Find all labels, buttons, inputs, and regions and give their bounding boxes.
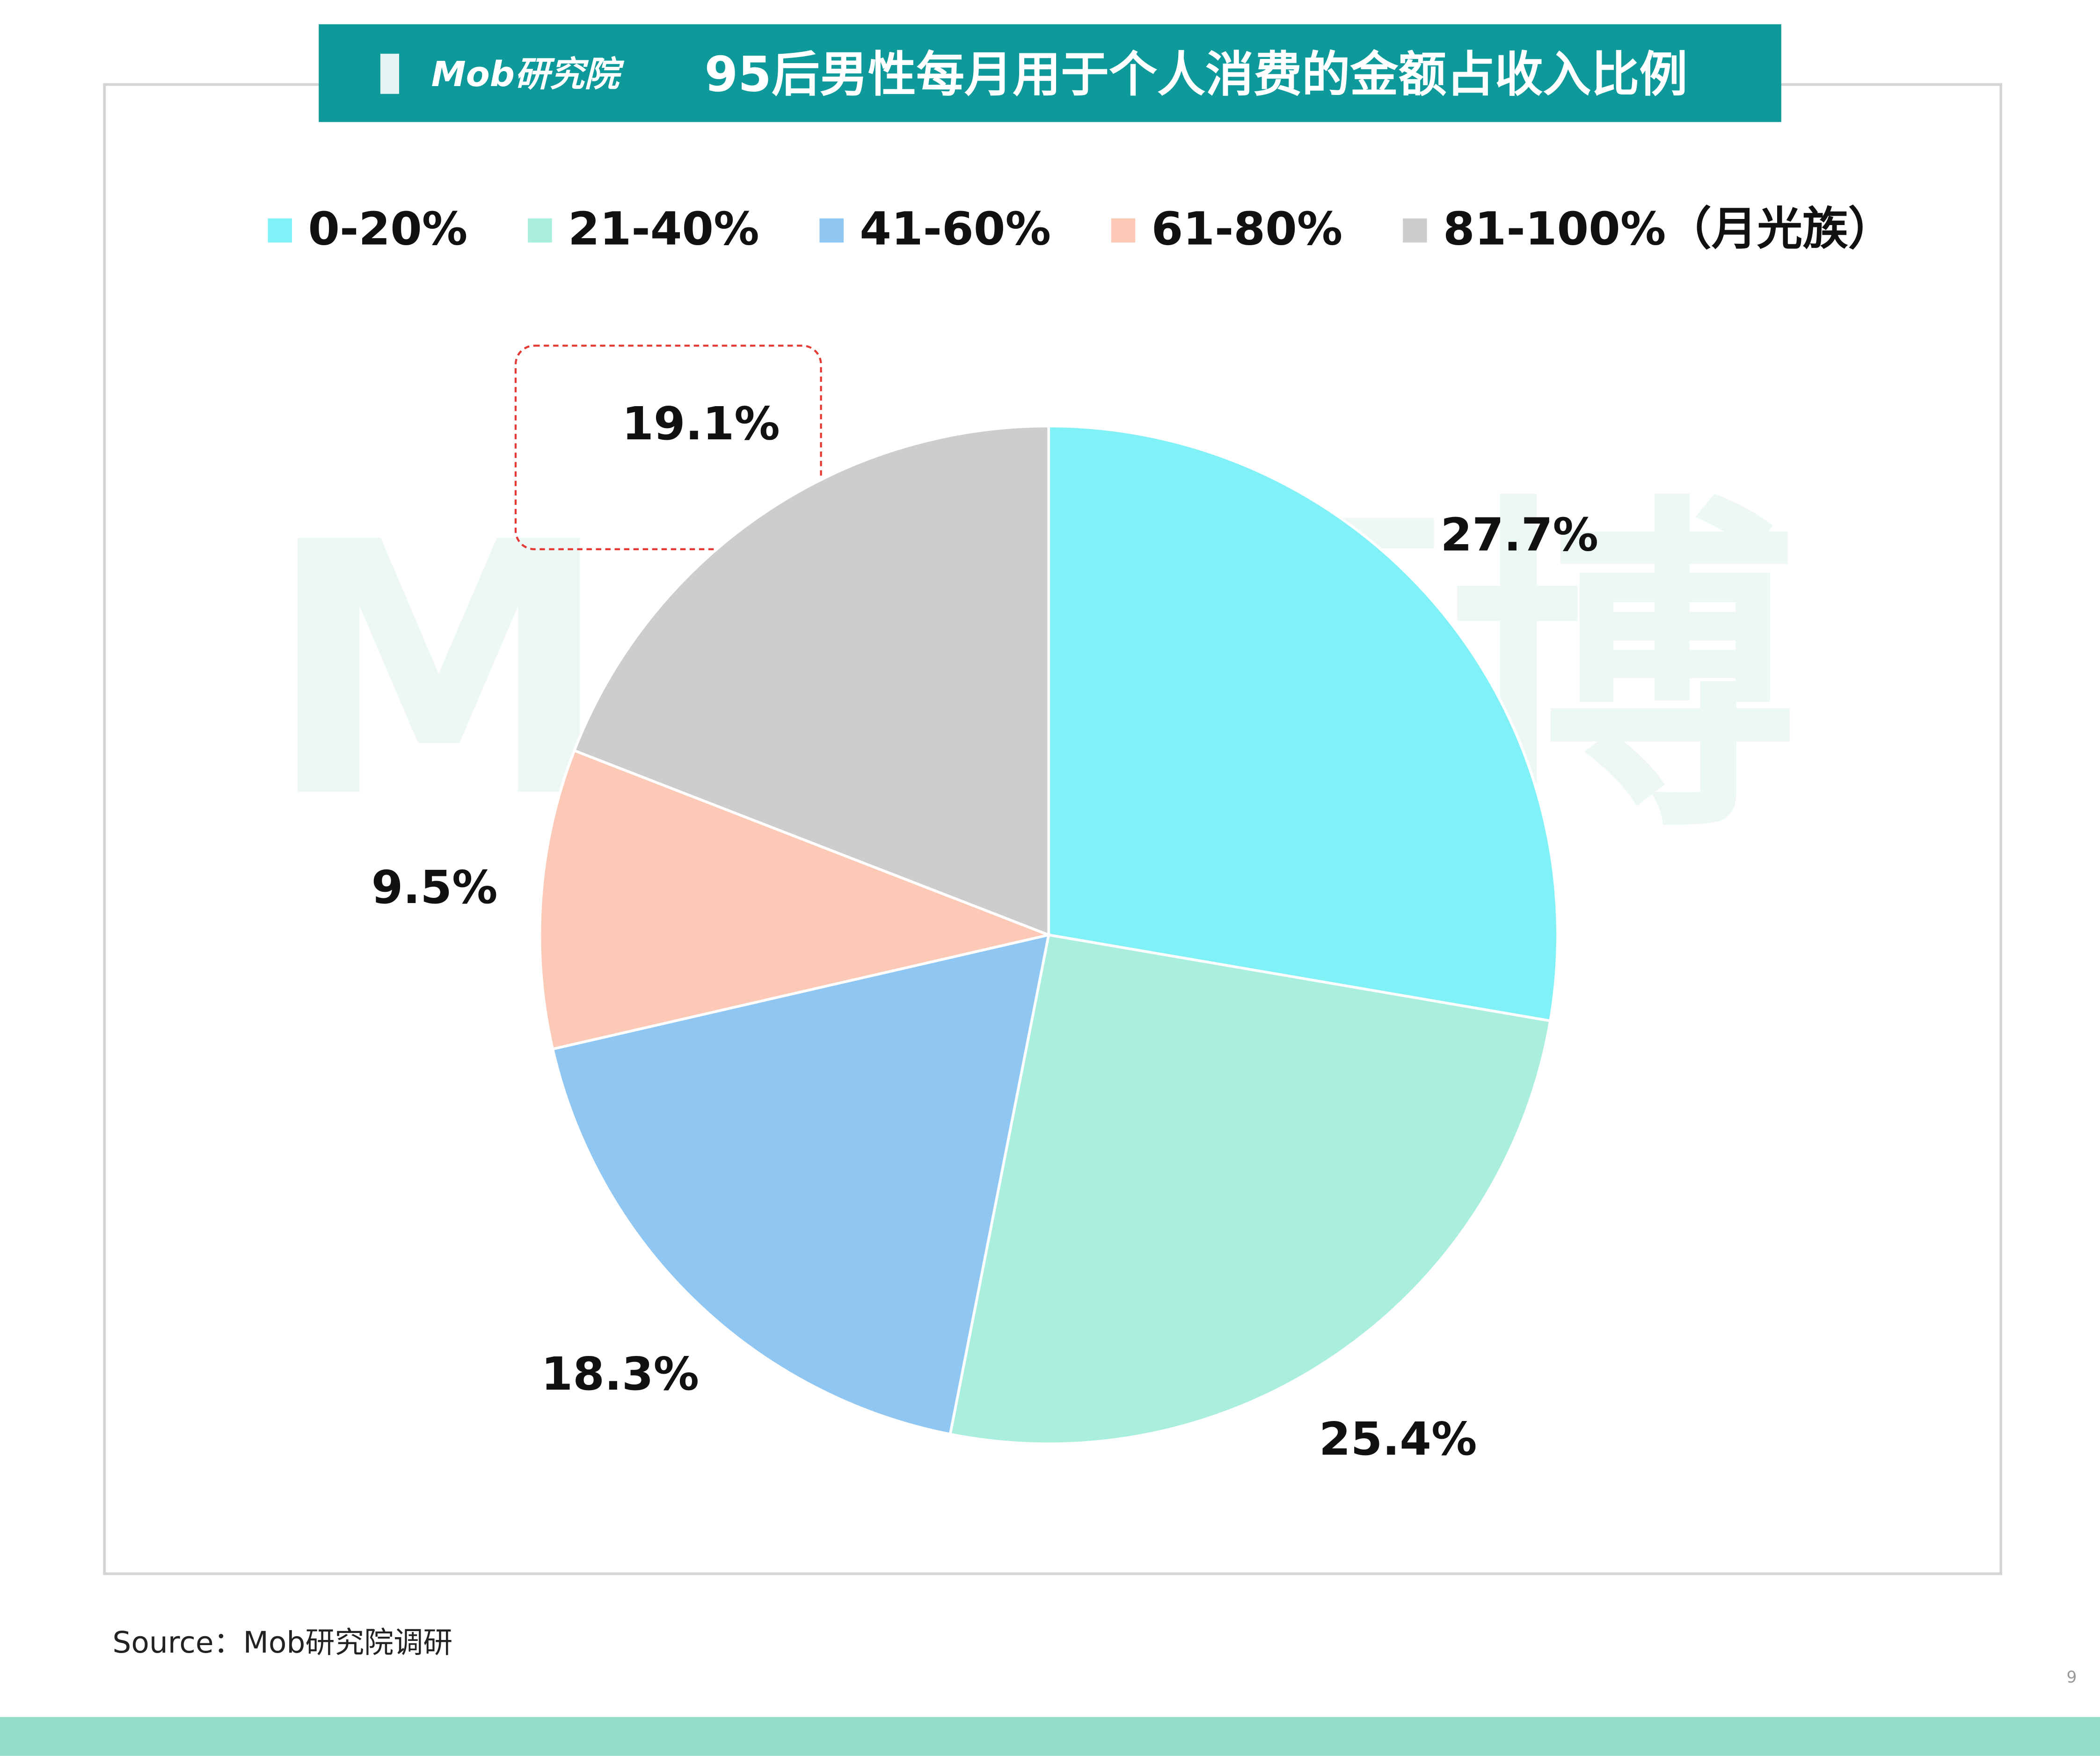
highlight-box <box>514 344 822 550</box>
pie-slice <box>1047 424 1559 1023</box>
data-label: 19.1% <box>622 397 780 450</box>
legend-label: 41-60% <box>860 202 1051 255</box>
pie-slice <box>572 424 1050 937</box>
chart-title: 95后男性每月用于个人消费的金额占收入比例 <box>704 47 1687 103</box>
legend-label: 0-20% <box>308 202 467 255</box>
pie-slice <box>538 749 1053 1051</box>
logo-icon <box>380 53 399 94</box>
title-bar <box>319 24 1781 122</box>
pie-slice <box>551 933 1050 1436</box>
data-label: 18.3% <box>541 1348 700 1400</box>
bottom-band <box>0 1717 2100 1756</box>
logo: Mob研究院 <box>431 54 625 95</box>
page-number: 9 <box>2066 1668 2077 1687</box>
legend-label: 61-80% <box>1152 202 1343 255</box>
legend-swatch <box>1403 218 1427 243</box>
legend-swatch <box>1111 218 1136 243</box>
data-label: 27.7% <box>1440 509 1598 561</box>
source: Source：Mob研究院调研 <box>112 1625 452 1660</box>
legend-swatch <box>819 218 844 243</box>
pie-slice <box>948 933 1552 1445</box>
pie: 27.7% 25.4% 18.3% 9.5% 19.1% <box>372 397 1598 1465</box>
legend-swatch <box>528 218 552 243</box>
legend-label: 81-100%（月光族） <box>1443 202 1894 255</box>
legend-label: 21-40% <box>568 202 759 255</box>
legend: 0-20% 21-40% 41-60% 61-80% 81-100%（月光族） <box>268 202 1894 255</box>
data-label: 25.4% <box>1319 1413 1477 1465</box>
legend-swatch <box>268 218 292 243</box>
data-label: 9.5% <box>372 861 498 914</box>
